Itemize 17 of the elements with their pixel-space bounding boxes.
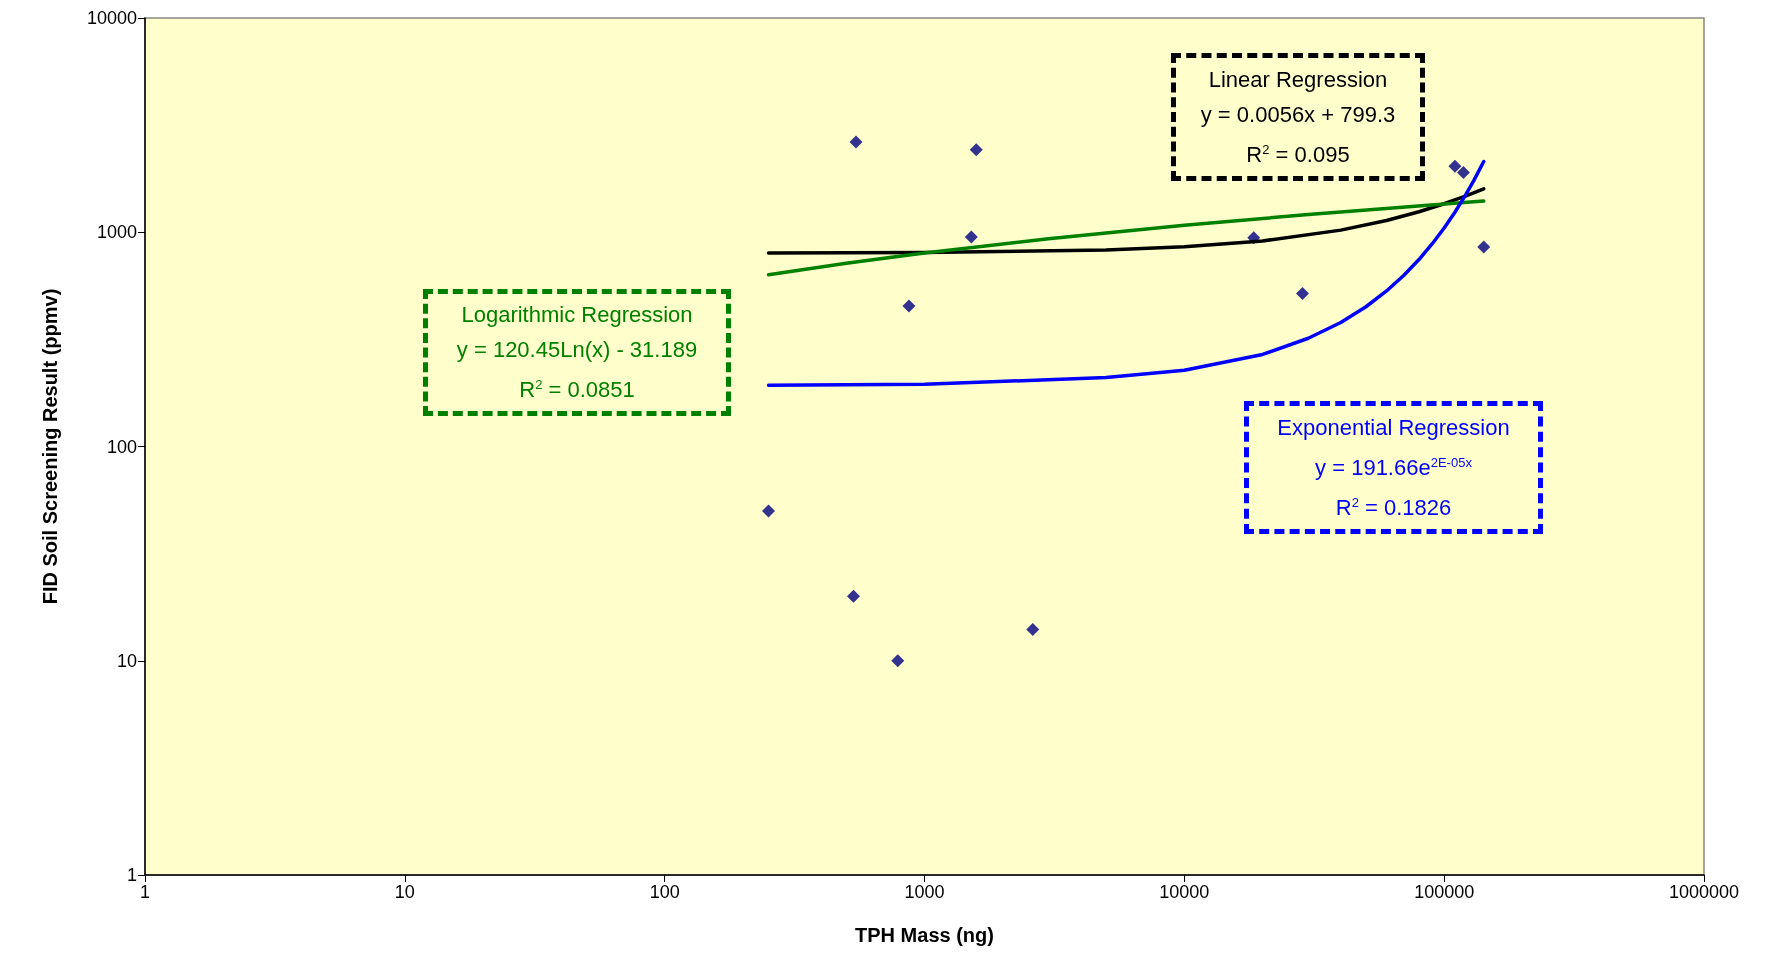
x-tick-label: 10: [394, 882, 415, 902]
y-tick-label: 1000: [96, 222, 137, 243]
x-tick-label: 10000: [1159, 882, 1210, 902]
x-tick-label: 100000: [1414, 882, 1475, 902]
annotation: Logarithmic Regression y = 120.45Ln(x) - 31.189 R$^{2}$ = 0.0851: [455, 301, 699, 405]
x-tick-label: 1000000: [1668, 882, 1740, 902]
x-tick-label: 100: [649, 882, 680, 902]
annotation: Linear Regression y = 0.0056x + 799.3 R$^{2}$ = 0.095: [1199, 65, 1397, 170]
text: Exponential Regression y = 191.66e$^{2E-05x}$ R$^{2}$ = 0.1826: [1277, 414, 1510, 521]
x-axis-title: TPH Mass (ng): [855, 924, 994, 946]
x-tick-label: 1000: [904, 882, 945, 902]
y-tick-label: 100: [106, 436, 137, 457]
y-axis-title: FID Soil Screening Result (ppmv): [39, 288, 61, 605]
y-tick-label: 1: [126, 865, 137, 885]
y-tick-label: 10: [116, 650, 137, 671]
y-tick-label: 10000: [86, 8, 137, 28]
x-tick-label: 1: [139, 882, 151, 902]
